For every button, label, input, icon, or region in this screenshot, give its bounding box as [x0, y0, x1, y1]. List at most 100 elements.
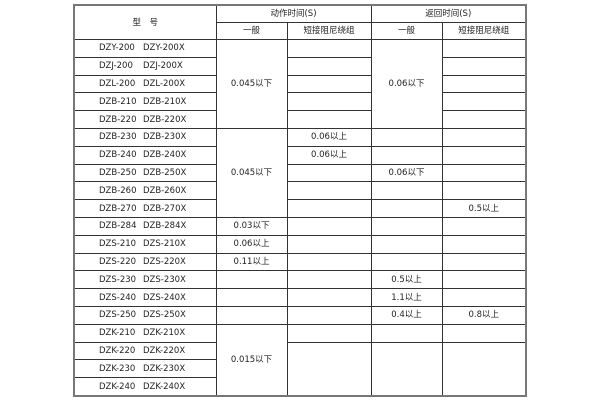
table-row: DZB-240 DZB-240X 0.06以上	[73, 145, 527, 165]
model-name: DZB-220	[99, 114, 137, 125]
table-row: DZB-270 DZB-270X 0.5以上	[73, 199, 527, 218]
value-cell	[286, 341, 372, 397]
model-cell: DZK-220 DZK-220X	[73, 341, 217, 361]
value-cell	[370, 323, 443, 343]
table-row: DZK-210 DZK-210X 0.015以下	[73, 323, 527, 397]
value-cell	[286, 163, 372, 183]
value-cell	[370, 341, 443, 397]
model-name-x: DZS-240X	[143, 292, 186, 303]
value-cell: 1.1以上	[370, 288, 443, 307]
value-cell	[286, 252, 372, 272]
header-return-short: 短接阻尼绕组	[441, 22, 527, 40]
model-name: DZB-284	[99, 221, 137, 232]
table-row: DZB-260 DZB-260X	[73, 181, 527, 201]
table-row: DZJ-200 DZJ-200X	[73, 56, 527, 76]
header-action-general: 一般	[215, 22, 288, 40]
value-cell	[370, 252, 443, 272]
model-name-x: DZK-240X	[143, 381, 186, 392]
model-name-x: DZS-210X	[143, 239, 186, 250]
model-cell: DZB-210 DZB-210X	[73, 92, 217, 112]
value-cell	[441, 216, 527, 236]
model-name-x: DZY-200X	[143, 43, 185, 54]
model-cell: DZJ-200 DZJ-200X	[73, 56, 217, 76]
value-cell: 0.06以下	[370, 163, 443, 183]
model-cell: DZB-250 DZB-250X	[73, 163, 217, 183]
model-name: DZY-200	[99, 43, 135, 54]
value-cell: 0.8以上	[441, 305, 527, 325]
model-name-x: DZK-220X	[143, 345, 186, 356]
table-row: DZB-250 DZB-250X 0.06以下	[73, 163, 527, 183]
value-cell	[441, 56, 527, 76]
value-cell	[441, 74, 527, 94]
model-cell: DZK-210 DZK-210X	[73, 323, 217, 343]
model-cell: DZK-240 DZK-240X	[73, 377, 217, 397]
table-row: DZB-230 DZB-230X 0.045以下 0.06以上	[73, 127, 527, 218]
header-return-general: 一般	[370, 22, 443, 40]
model-name-x: DZB-230X	[143, 132, 187, 143]
value-cell	[370, 127, 443, 147]
value-cell	[286, 216, 372, 236]
model-name: DZB-210	[99, 96, 137, 107]
model-cell: DZS-210 DZS-210X	[73, 234, 217, 254]
value-cell: 0.06以下	[370, 39, 443, 129]
model-name-x: DZJ-200X	[143, 61, 183, 72]
value-cell	[441, 323, 527, 343]
value-cell: 0.045以下	[215, 127, 288, 218]
model-cell: DZB-230 DZB-230X	[73, 127, 217, 147]
value-cell	[215, 270, 288, 290]
value-cell: 0.4以上	[370, 305, 443, 325]
value-cell	[441, 110, 527, 129]
value-cell	[441, 39, 527, 58]
value-cell	[286, 270, 372, 290]
header-action-time: 动作时间(S)	[215, 4, 372, 23]
table-row: DZS-220 DZS-220X 0.11以上	[73, 252, 527, 272]
model-name-x: DZB-284X	[143, 221, 187, 232]
model-name: DZS-220	[99, 256, 137, 267]
model-name: DZB-230	[99, 132, 137, 143]
model-cell: DZY-200 DZY-200X	[73, 39, 217, 58]
model-name: DZB-260	[99, 185, 137, 196]
value-cell	[441, 145, 527, 165]
value-cell	[370, 181, 443, 201]
model-cell: DZB-270 DZB-270X	[73, 199, 217, 218]
model-name-x: DZS-220X	[143, 256, 186, 267]
table-row: DZB-284 DZB-284X 0.03以下	[73, 216, 527, 236]
value-cell	[215, 305, 288, 325]
model-cell: DZS-240 DZS-240X	[73, 288, 217, 307]
model-cell: DZS-230 DZS-230X	[73, 270, 217, 290]
value-cell: 0.06以上	[286, 145, 372, 165]
table-row: DZS-240 DZS-240X 1.1以上	[73, 288, 527, 307]
value-cell	[441, 341, 527, 397]
model-cell: DZL-200 DZL-200X	[73, 74, 217, 94]
header-model: 型 号	[73, 4, 217, 40]
value-cell	[370, 234, 443, 254]
value-cell: 0.5以上	[441, 199, 527, 218]
value-cell	[286, 199, 372, 218]
value-cell: 0.06以上	[215, 234, 288, 254]
model-name-x: DZS-230X	[143, 274, 186, 285]
value-cell: 0.045以下	[215, 39, 288, 129]
table-row: DZB-220 DZB-220X	[73, 110, 527, 129]
model-name-x: DZB-210X	[143, 96, 187, 107]
model-name: DZK-210	[99, 328, 136, 339]
model-cell: DZB-240 DZB-240X	[73, 145, 217, 165]
relay-timing-table: 型 号 动作时间(S) 返回时间(S) 一般 短接阻尼绕组 一般 短接阻尼绕组 …	[73, 4, 527, 397]
model-name-x: DZB-260X	[143, 185, 187, 196]
table-row: DZL-200 DZL-200X	[73, 74, 527, 94]
model-name: DZS-210	[99, 239, 137, 250]
value-cell	[441, 92, 527, 112]
value-cell	[286, 39, 372, 58]
model-name-x: DZB-220X	[143, 114, 187, 125]
model-name: DZK-230	[99, 363, 136, 374]
model-name: DZK-220	[99, 345, 136, 356]
table-row: DZS-250 DZS-250X 0.4以上 0.8以上	[73, 305, 527, 325]
value-cell	[441, 234, 527, 254]
header-return-time: 返回时间(S)	[370, 4, 527, 23]
model-name-x: DZB-270X	[143, 203, 187, 214]
value-cell	[441, 252, 527, 272]
model-name: DZS-230	[99, 274, 137, 285]
value-cell	[441, 163, 527, 183]
value-cell: 0.03以下	[215, 216, 288, 236]
value-cell	[286, 110, 372, 129]
table-row: DZY-200 DZY-200X 0.045以下 0.06以下	[73, 39, 527, 129]
